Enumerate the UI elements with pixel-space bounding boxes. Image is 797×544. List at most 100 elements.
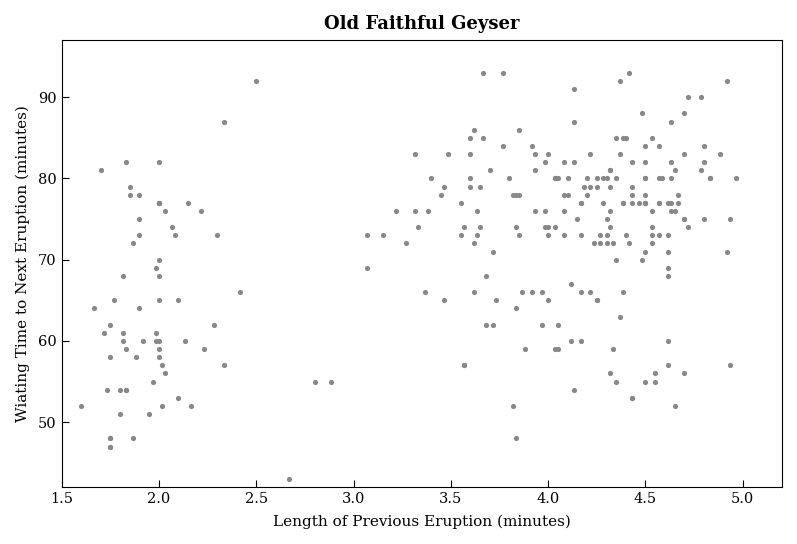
Point <box>639 199 652 207</box>
Point <box>678 215 691 224</box>
Point <box>584 182 597 191</box>
Point <box>506 401 519 410</box>
Point <box>542 223 555 232</box>
Point <box>652 174 665 183</box>
Point <box>434 190 447 199</box>
Point <box>457 361 470 370</box>
Point <box>603 166 616 175</box>
Point <box>594 231 607 240</box>
Point <box>652 199 665 207</box>
Point <box>100 385 113 394</box>
Point <box>600 239 613 248</box>
Point <box>526 288 539 296</box>
Point <box>399 239 412 248</box>
Point <box>509 190 522 199</box>
Point <box>172 296 185 305</box>
Point <box>117 329 130 337</box>
Point <box>610 174 622 183</box>
Point <box>678 369 691 378</box>
Point <box>623 69 636 77</box>
Point <box>376 231 389 240</box>
Point <box>490 296 503 305</box>
Point <box>454 231 467 240</box>
Point <box>548 345 561 354</box>
Point <box>678 109 691 118</box>
Point <box>120 385 133 394</box>
Point <box>166 223 179 232</box>
Point <box>120 385 133 394</box>
Point <box>108 296 120 305</box>
Point <box>548 174 561 183</box>
Point <box>152 199 165 207</box>
Point <box>127 434 139 443</box>
Point <box>457 361 470 370</box>
Point <box>542 296 555 305</box>
Point <box>610 255 622 264</box>
Point <box>539 223 552 232</box>
Point <box>600 215 613 224</box>
Point <box>208 320 221 329</box>
Point <box>548 174 561 183</box>
Point <box>652 199 665 207</box>
Point <box>104 442 116 451</box>
Point <box>454 199 467 207</box>
Point <box>88 304 100 313</box>
Point <box>159 207 171 215</box>
Point <box>669 207 681 215</box>
Point <box>536 288 548 296</box>
Point <box>669 166 681 175</box>
Point <box>487 247 500 256</box>
Point <box>610 133 622 142</box>
Point <box>581 174 594 183</box>
Point <box>211 231 224 240</box>
Point <box>591 296 603 305</box>
Point <box>442 150 454 158</box>
Point <box>104 320 116 329</box>
Point <box>390 207 402 215</box>
Point <box>581 190 594 199</box>
Point <box>613 77 626 85</box>
Point <box>473 182 486 191</box>
Point <box>509 223 522 232</box>
Point <box>516 288 528 296</box>
Point <box>528 207 541 215</box>
Point <box>639 247 652 256</box>
Point <box>639 174 652 183</box>
Point <box>185 401 198 410</box>
Point <box>133 215 146 224</box>
Point <box>484 166 497 175</box>
Point <box>575 231 587 240</box>
Point <box>704 174 717 183</box>
Point <box>104 353 116 362</box>
Point <box>575 199 587 207</box>
Point <box>594 239 607 248</box>
Point <box>697 158 710 166</box>
Point <box>591 182 603 191</box>
Point <box>678 150 691 158</box>
Point <box>133 231 146 240</box>
Point <box>633 199 646 207</box>
Point <box>418 288 431 296</box>
Point <box>152 296 165 305</box>
Point <box>662 199 674 207</box>
Point <box>104 442 116 451</box>
Point <box>626 158 639 166</box>
Point <box>133 304 146 313</box>
Point <box>626 393 639 402</box>
Point <box>114 410 127 418</box>
Point <box>619 133 632 142</box>
Point <box>512 231 525 240</box>
Point <box>646 207 658 215</box>
Point <box>616 288 629 296</box>
Point <box>308 377 321 386</box>
Point <box>94 166 107 175</box>
Point <box>681 93 694 102</box>
Point <box>552 174 564 183</box>
Point <box>250 77 263 85</box>
Point <box>536 320 548 329</box>
Point <box>120 158 133 166</box>
Point <box>127 239 139 248</box>
Point <box>639 158 652 166</box>
Point <box>528 166 541 175</box>
Point <box>636 109 649 118</box>
